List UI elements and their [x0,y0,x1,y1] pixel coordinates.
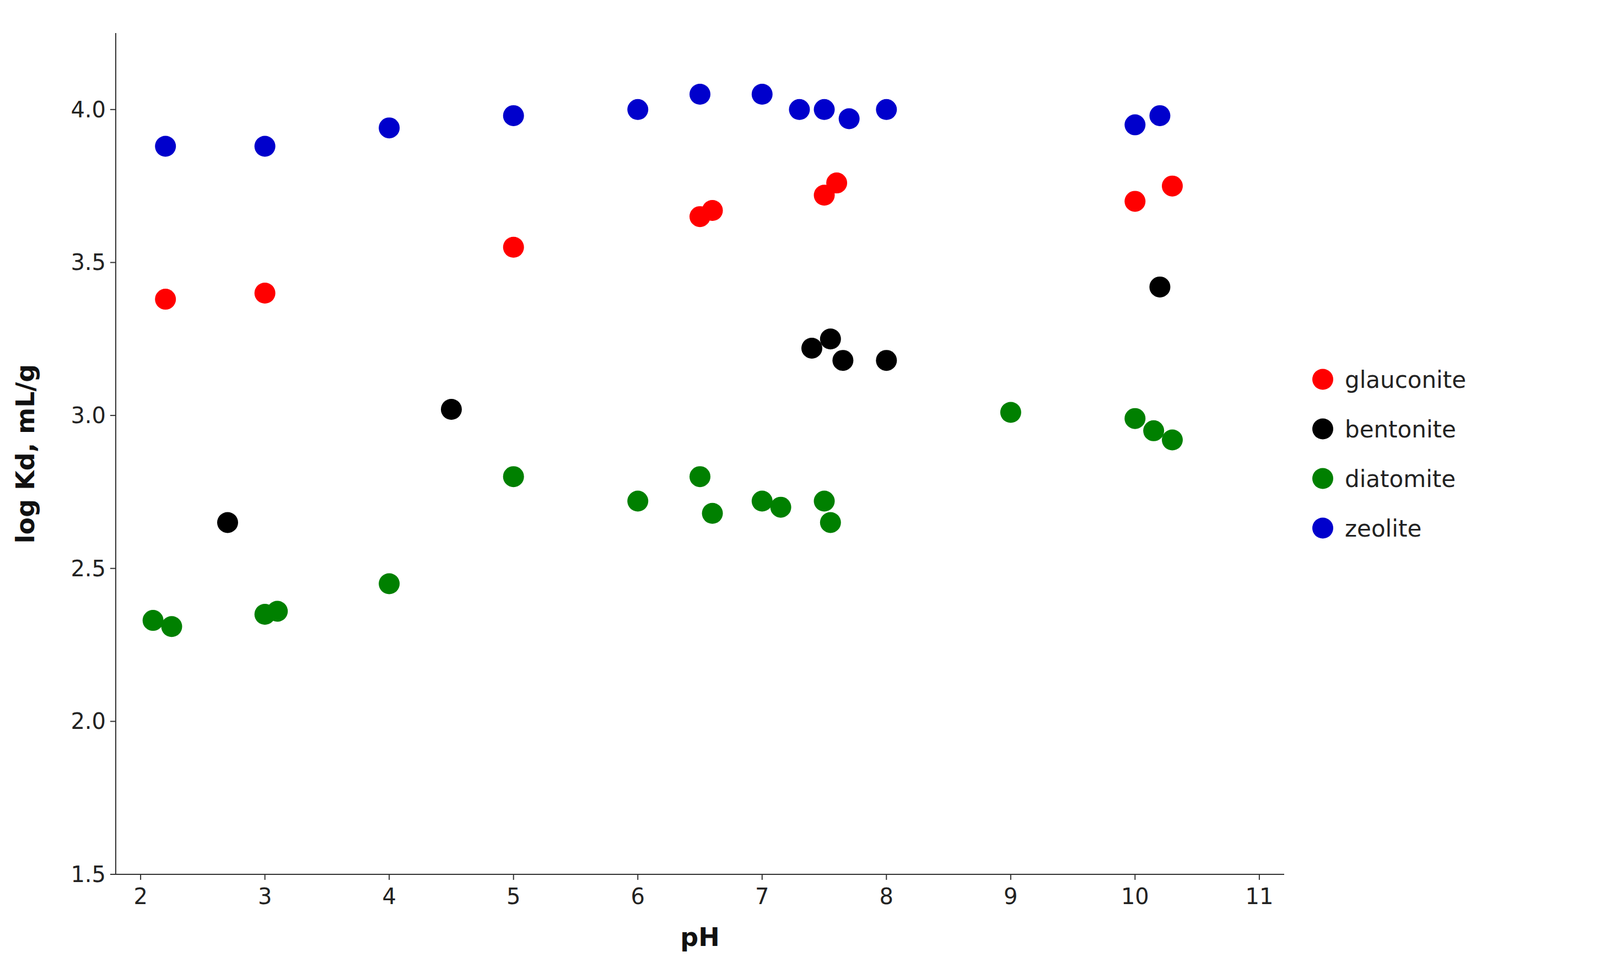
point [1161,175,1183,197]
legend: glauconite bentonite diatomite zeolite [1312,366,1467,543]
point [702,503,724,525]
x-tick [1010,874,1012,881]
point [378,117,400,139]
x-tick [885,874,887,881]
y-tick [110,415,116,417]
point [1124,408,1146,430]
point [751,491,773,513]
point [1124,114,1146,136]
x-tick-label: 8 [879,884,894,910]
point [689,466,711,488]
legend-label: bentonite [1344,416,1457,444]
point [1149,276,1171,298]
point [820,328,842,350]
point [1124,190,1146,212]
y-axis: 1.5 2.0 2.5 3.0 3.5 4.0 [70,97,116,888]
point [378,573,400,595]
x-tick [761,874,763,881]
point [1143,420,1165,442]
point [503,236,525,258]
x-axis-line [115,874,1285,876]
point [254,282,276,304]
point [1161,429,1183,451]
x-tick-label: 6 [631,884,645,910]
legend-label: glauconite [1344,366,1467,394]
point [820,512,842,533]
x-tick [1134,874,1136,881]
point [770,497,792,519]
point [627,491,649,513]
point [503,105,525,127]
y-tick [110,261,116,263]
point [689,83,711,105]
point [832,349,854,371]
x-tick [388,874,390,881]
x-tick [264,874,266,881]
point [788,99,810,121]
point [266,600,288,622]
x-tick-label: 4 [381,884,396,910]
y-tick-label: 2.5 [70,556,106,582]
x-tick [139,874,142,881]
x-tick [637,874,639,881]
point [160,616,182,638]
y-tick-label: 2.0 [70,708,106,735]
series [154,83,1171,157]
legend-label: diatomite [1344,465,1456,493]
legend-label: zeolite [1344,515,1422,543]
x-tick-label: 2 [133,884,148,910]
point [875,99,897,121]
point [814,491,835,513]
point [814,99,835,121]
y-tick-label: 3.0 [70,402,106,429]
series [217,276,1171,534]
point [627,99,649,121]
legend-swatch [1312,468,1334,490]
plot-area [142,83,1183,638]
point [254,135,276,157]
x-tick-label: 10 [1121,884,1150,910]
point [801,337,823,359]
x-tick-label: 9 [1003,884,1018,910]
x-tick-label: 11 [1245,884,1274,910]
point [154,288,176,310]
x-tick-label: 3 [257,884,272,910]
point [702,200,724,222]
point [826,172,848,194]
x-tick [513,874,515,881]
x-axis: 2 3 4 5 6 7 8 9 10 11 [133,874,1274,910]
point [838,108,860,129]
y-axis-label: log Kd, mL/g [10,364,41,544]
point [440,399,462,420]
point [142,610,164,632]
point [1149,105,1171,127]
legend-swatch [1312,418,1334,440]
x-tick-label: 5 [506,884,521,910]
y-tick [110,720,116,723]
x-tick-label: 7 [755,884,769,910]
chart: 2 3 4 5 6 7 8 9 10 11 1.5 2.0 2.5 3.0 3.5 4.0 pH log Kd, … [0,0,1600,968]
legend-swatch [1312,369,1334,391]
point [217,512,239,533]
point [154,135,176,157]
x-tick [1258,874,1260,881]
x-axis-label: pH [680,922,720,953]
series [142,402,1183,638]
series [154,172,1183,310]
y-tick-label: 4.0 [70,97,106,123]
y-tick [110,109,116,111]
y-tick [110,568,116,570]
point [1000,402,1022,424]
point [875,349,897,371]
y-tick-label: 3.5 [70,249,106,276]
point [503,466,525,488]
y-axis-line [115,33,117,875]
y-tick [110,874,116,876]
y-tick-label: 1.5 [70,862,106,888]
legend-swatch [1312,518,1334,540]
point [751,83,773,105]
